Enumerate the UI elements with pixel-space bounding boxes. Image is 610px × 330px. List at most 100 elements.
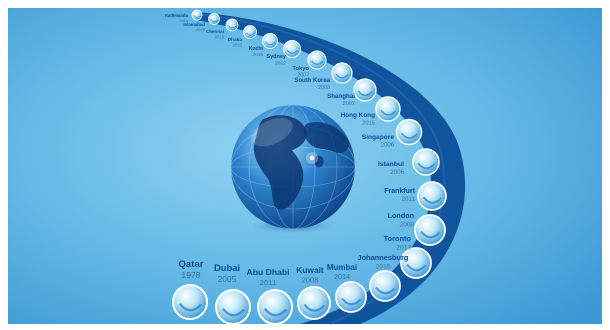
location-bubble-icon [208,13,220,25]
bubble-swirl [406,263,427,272]
location-year-label: 2011 [260,278,277,287]
location-bubble-icon [395,118,423,146]
location-bubble-icon [375,96,401,122]
location-year-label: 2011 [401,196,415,203]
bubble-swirl [357,90,373,97]
bubble-swirl [341,297,362,306]
location-year-label: 2006 [390,169,404,176]
bubble-swirl [286,49,298,54]
bubble-swirl [210,19,218,23]
location-year-label: 2016 [180,19,188,23]
location-city-label: Chennai [206,29,224,34]
location-year-label: 2008 [400,221,415,228]
bubble-swirl [263,307,287,317]
location-city-label: Kochi [249,46,264,52]
bubble-swirl [193,15,201,18]
location-bubble-icon [400,247,432,279]
location-bubble-icon [256,288,294,326]
location-year-label: 2005 [218,274,237,284]
location-city-label: Frankfurt [384,188,415,195]
location-city-label: Toronto [384,234,412,243]
location-bubble-icon [307,50,327,70]
route-band-highlight [195,13,446,325]
location-year-label: 2015 [253,52,264,57]
location-year-label: 2008 [318,85,330,91]
location-bubble-icon [243,25,257,39]
globe-icon [230,104,356,230]
location-bubble-icon [417,181,447,211]
location-city-label: Mumbai [327,263,357,272]
location-bubble-icon [297,286,331,320]
location-bubble-icon [369,270,401,302]
bubble-swirl [380,109,397,116]
location-city-label: Dubai [214,262,240,273]
location-year-label: 2007 [297,73,309,79]
location-year-label: 2008 [302,276,319,285]
location-bubble-icon [262,33,278,49]
location-city-label: Istanbul [378,161,404,168]
location-city-label: Singapore [362,134,395,141]
bubble-swirl [400,132,418,139]
location-node: Johannesburg 2015 [358,253,409,302]
location-node: Singapore 2006 [362,118,423,149]
bubble-swirl [420,230,441,239]
location-year-label: 2016 [215,34,225,39]
bubble-swirl [265,41,276,46]
bubble-swirl [311,60,324,66]
bubble-swirl [245,32,255,36]
location-city-label: Kathmandu [165,13,188,18]
location-year-label: 2007 [343,101,355,107]
location-year-label: 2006 [381,143,395,149]
location-city-label: Tokyo [292,66,309,72]
location-node: Toronto 2013 [384,234,432,279]
location-bubble-icon [225,18,239,32]
bubble-swirl [422,196,442,204]
location-year-label: 1978 [181,270,200,280]
location-year-label: 2015 [376,264,391,271]
location-bubble-icon [412,148,440,176]
location-bubble-icon [353,78,377,102]
bubble-swirl [221,307,245,317]
bubble-swirl [228,25,237,29]
location-city-label: Abu Dhabi [247,267,290,277]
location-city-label: Johannesburg [358,253,409,262]
location-year-label: 2016 [196,27,206,32]
location-year-label: 2016 [232,43,242,48]
location-city-label: Qatar [178,259,203,270]
location-city-label: Dhaka [228,37,243,43]
location-city-label: Hong Kong [341,112,376,119]
location-year-label: 2013 [396,245,411,252]
location-bubble-icon [214,288,252,326]
location-city-label: Islamabad [184,22,206,27]
bubble-swirl [178,302,202,312]
bubble-swirl [375,286,396,295]
location-year-label: 2015 [362,120,375,126]
location-bubble-icon [191,9,203,21]
bubble-swirl [417,162,436,170]
location-bubble-icon [331,62,353,84]
bubble-swirl [303,303,326,312]
location-bubble-icon [171,283,209,321]
location-city-label: Sydney [266,54,287,60]
location-city-label: Kuwait [296,265,324,275]
bubble-swirl [335,73,350,79]
location-city-label: Shanghai [327,93,355,100]
